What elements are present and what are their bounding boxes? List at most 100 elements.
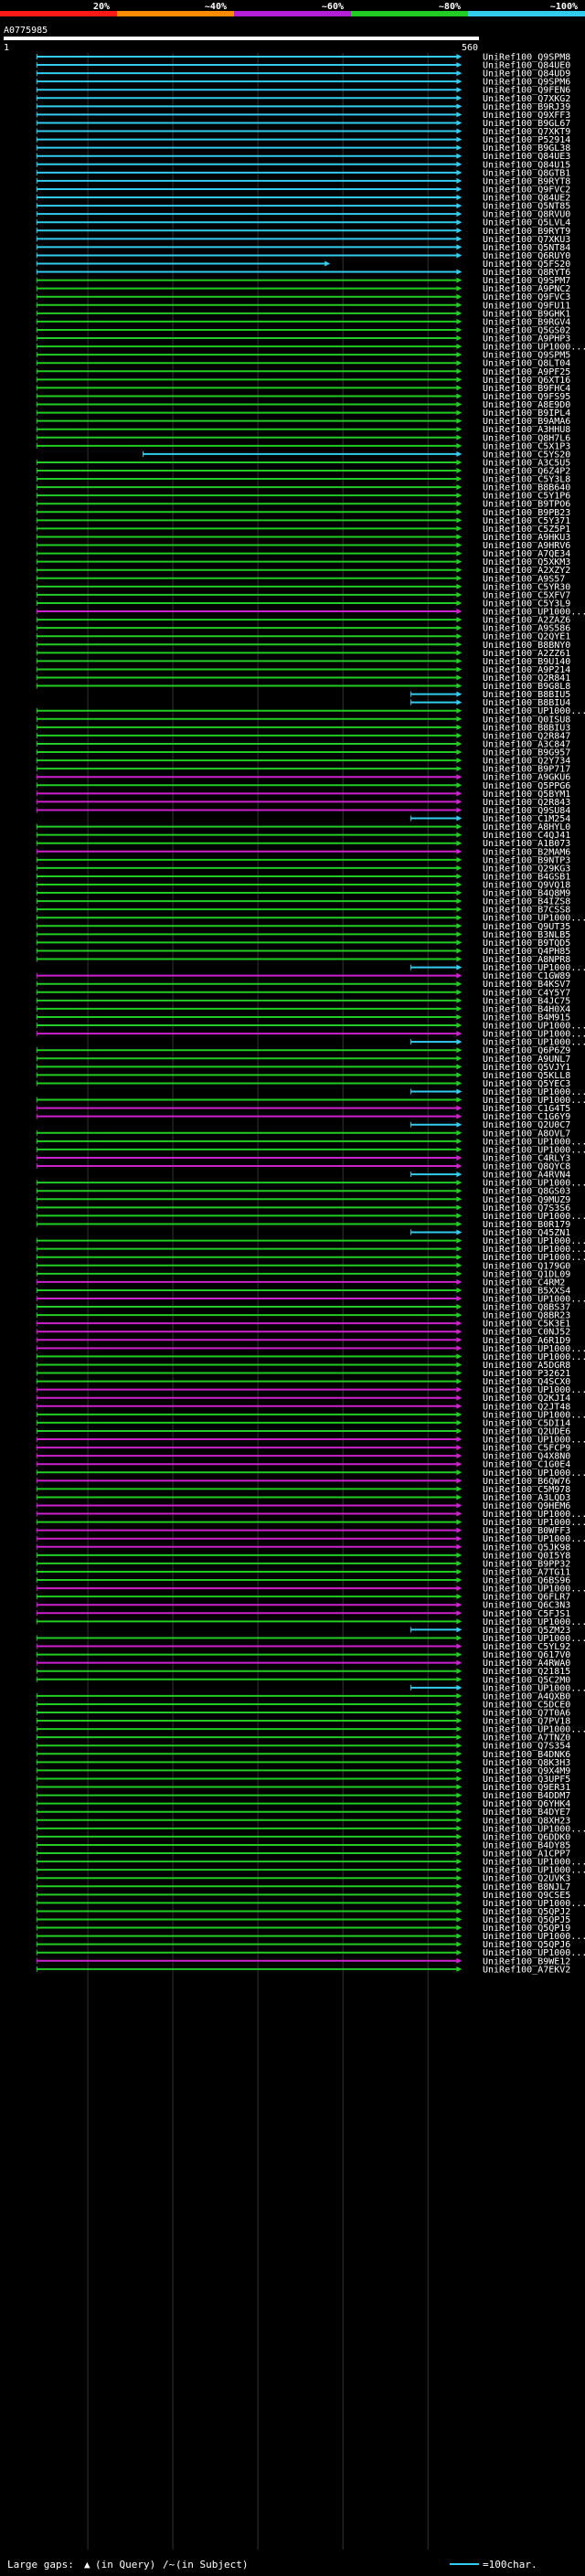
hit-label[interactable]: UniRef100_C5X1P3 [483, 441, 570, 451]
hit-label[interactable]: UniRef100_Q8RVU0 [483, 210, 570, 220]
hit-label[interactable]: UniRef100_C5Y3L8 [483, 475, 570, 485]
hit-label[interactable]: UniRef100_UP1000... [483, 1518, 585, 1528]
hit-label[interactable]: UniRef100_B4DY85 [483, 1840, 570, 1850]
hit-label[interactable]: UniRef100_B9RYT9 [483, 227, 570, 237]
hit-label[interactable]: UniRef100_Q1DL09 [483, 1269, 570, 1279]
hit-label[interactable]: UniRef100_Q2R841 [483, 673, 570, 684]
hit-label[interactable]: UniRef100_Q5C2M0 [483, 1675, 570, 1685]
hit-label[interactable]: UniRef100_UP1000... [483, 608, 585, 618]
hit-label[interactable]: UniRef100_A9PF25 [483, 367, 570, 377]
hit-label[interactable]: UniRef100_B7CSS8 [483, 906, 570, 916]
hit-label[interactable]: UniRef100_Q6YHK4 [483, 1799, 570, 1809]
hit-label[interactable]: UniRef100_B0WFF3 [483, 1526, 570, 1536]
hit-label[interactable]: UniRef100_B9TPO6 [483, 500, 570, 510]
hit-label[interactable]: UniRef100_UP1000... [483, 1087, 585, 1097]
hit-label[interactable]: UniRef100_C5DI14 [483, 1418, 570, 1428]
hit-label[interactable]: UniRef100_A9HRV6 [483, 541, 570, 551]
hit-label[interactable]: UniRef100_B4IZS8 [483, 897, 570, 907]
hit-label[interactable]: UniRef100_A9S586 [483, 624, 570, 634]
hit-label[interactable]: UniRef100_C5DCE0 [483, 1700, 570, 1710]
hit-label[interactable]: UniRef100_C5FJS1 [483, 1609, 570, 1619]
hit-label[interactable]: UniRef100_UP1000... [483, 963, 585, 973]
hit-label[interactable]: UniRef100_Q8BS37 [483, 1303, 570, 1313]
hit-label[interactable]: UniRef100_C5YS20 [483, 450, 570, 460]
hit-label[interactable]: UniRef100_C5Y3L9 [483, 599, 570, 609]
hit-label[interactable]: UniRef100_Q9SU84 [483, 806, 570, 816]
hit-label[interactable]: UniRef100_Q8GTB1 [483, 168, 570, 178]
hit-label[interactable]: UniRef100_Q9XFF3 [483, 111, 570, 121]
hit-label[interactable]: UniRef100_B4KSV7 [483, 980, 570, 990]
hit-label[interactable]: UniRef100_UP1000... [483, 1253, 585, 1263]
hit-label[interactable]: UniRef100_Q84UE2 [483, 194, 570, 204]
hit-label[interactable]: UniRef100_Q2R847 [483, 731, 570, 741]
hit-label[interactable]: UniRef100_Q9CSE5 [483, 1891, 570, 1901]
hit-label[interactable]: UniRef100_C5YL92 [483, 1642, 570, 1652]
hit-label[interactable]: UniRef100_UP1000... [483, 1385, 585, 1395]
hit-label[interactable]: UniRef100_Q5QPJ5 [483, 1915, 570, 1925]
hit-label[interactable]: UniRef100_B4DYE7 [483, 1807, 570, 1818]
hit-label[interactable]: UniRef100_B9G8L8 [483, 682, 570, 692]
hit-label[interactable]: UniRef100_B9NTP3 [483, 855, 570, 865]
hit-label[interactable]: UniRef100_Q7XKG2 [483, 94, 570, 104]
hit-label[interactable]: UniRef100_Q7XKU3 [483, 235, 570, 245]
hit-label[interactable]: UniRef100_Q8LT04 [483, 359, 570, 369]
hit-label[interactable]: UniRef100_B8B640 [483, 483, 570, 493]
hit-label[interactable]: UniRef100_Q2U0C7 [483, 1120, 570, 1130]
hit-label[interactable]: UniRef100_Q2UVK3 [483, 1874, 570, 1884]
hit-label[interactable]: UniRef100_Q8GS03 [483, 1187, 570, 1197]
hit-label[interactable]: UniRef100_A2ZZ61 [483, 649, 570, 659]
hit-label[interactable]: UniRef100_Q7S354 [483, 1742, 570, 1752]
hit-label[interactable]: UniRef100_Q5GS02 [483, 325, 570, 335]
hit-label[interactable]: UniRef100_B8BIU4 [483, 698, 570, 708]
hit-label[interactable]: UniRef100_Q3UPF5 [483, 1775, 570, 1785]
hit-label[interactable]: UniRef100_Q9SPM5 [483, 351, 570, 361]
hit-label[interactable]: UniRef100_B9PP32 [483, 1559, 570, 1569]
hit-label[interactable]: UniRef100_A7TG11 [483, 1567, 570, 1577]
hit-label[interactable]: UniRef100_A9S57 [483, 574, 565, 584]
hit-label[interactable]: UniRef100_UP1000... [483, 1534, 585, 1544]
hit-label[interactable]: UniRef100_B9P717 [483, 765, 570, 775]
hit-label[interactable]: UniRef100_Q5QP19 [483, 1924, 570, 1934]
hit-label[interactable]: UniRef100_Q0I5Y8 [483, 1551, 570, 1561]
hit-label[interactable]: UniRef100_Q8RYT6 [483, 268, 570, 278]
hit-label[interactable]: UniRef100_B9GHK1 [483, 309, 570, 319]
hit-label[interactable]: UniRef100_B2MAM6 [483, 847, 570, 857]
hit-label[interactable]: UniRef100_UP1000... [483, 1352, 585, 1362]
hit-label[interactable]: UniRef100_UP1000... [483, 1824, 585, 1834]
hit-label[interactable]: UniRef100_B4DDM7 [483, 1791, 570, 1801]
hit-label[interactable]: UniRef100_Q2UDE6 [483, 1426, 570, 1436]
hit-label[interactable]: UniRef100_Q2KJI4 [483, 1394, 570, 1404]
hit-label[interactable]: UniRef100_B9RYT8 [483, 176, 570, 186]
hit-label[interactable]: UniRef100_Q9FU11 [483, 301, 570, 311]
hit-label[interactable]: UniRef100_Q6BS96 [483, 1576, 570, 1586]
hit-label[interactable]: UniRef100_Q5LVL4 [483, 218, 570, 228]
hit-label[interactable]: UniRef100_Q4PH85 [483, 947, 570, 957]
hit-label[interactable]: UniRef100_A4RVN4 [483, 1171, 570, 1181]
hit-label[interactable]: UniRef100_Q21815 [483, 1667, 570, 1677]
hit-label[interactable]: UniRef100_Q179G0 [483, 1261, 570, 1271]
hit-label[interactable]: UniRef100_Q2Y734 [483, 757, 570, 767]
hit-label[interactable]: UniRef100_UP1000... [483, 1030, 585, 1040]
hit-label[interactable]: UniRef100_A3LQD3 [483, 1493, 570, 1503]
hit-label[interactable]: UniRef100_Q7T0A6 [483, 1709, 570, 1719]
hit-label[interactable]: UniRef100_A2ZAZ6 [483, 616, 570, 626]
hit-label[interactable]: UniRef100_Q8BR23 [483, 1311, 570, 1321]
hit-label[interactable]: UniRef100_Q5NT84 [483, 243, 570, 253]
hit-label[interactable]: UniRef100_A2XZY2 [483, 566, 570, 576]
hit-label[interactable]: UniRef100_Q5VJY1 [483, 1063, 570, 1073]
hit-label[interactable]: UniRef100_UP1000... [483, 1858, 585, 1868]
hit-label[interactable]: UniRef100_Q8XH23 [483, 1816, 570, 1826]
hit-label[interactable]: UniRef100_B6QW76 [483, 1477, 570, 1487]
hit-label[interactable]: UniRef100_Q7PV18 [483, 1717, 570, 1727]
hit-label[interactable]: UniRef100_B0R179 [483, 1220, 570, 1230]
hit-label[interactable]: UniRef100_C4Y5Y7 [483, 988, 570, 998]
hit-label[interactable]: UniRef100_B9RGV4 [483, 317, 570, 327]
hit-label[interactable]: UniRef100_UP1000... [483, 1245, 585, 1255]
hit-label[interactable]: UniRef100_B8BIU5 [483, 690, 570, 700]
hit-label[interactable]: UniRef100_Q9MUZ9 [483, 1195, 570, 1205]
hit-label[interactable]: UniRef100_Q7S3S6 [483, 1203, 570, 1214]
hit-label[interactable]: UniRef100_C1GW89 [483, 971, 570, 981]
hit-label[interactable]: UniRef100_Q5YEC3 [483, 1079, 570, 1089]
hit-label[interactable]: UniRef100_Q2QYE1 [483, 632, 570, 642]
hit-label[interactable]: UniRef100_Q9VQ18 [483, 881, 570, 891]
